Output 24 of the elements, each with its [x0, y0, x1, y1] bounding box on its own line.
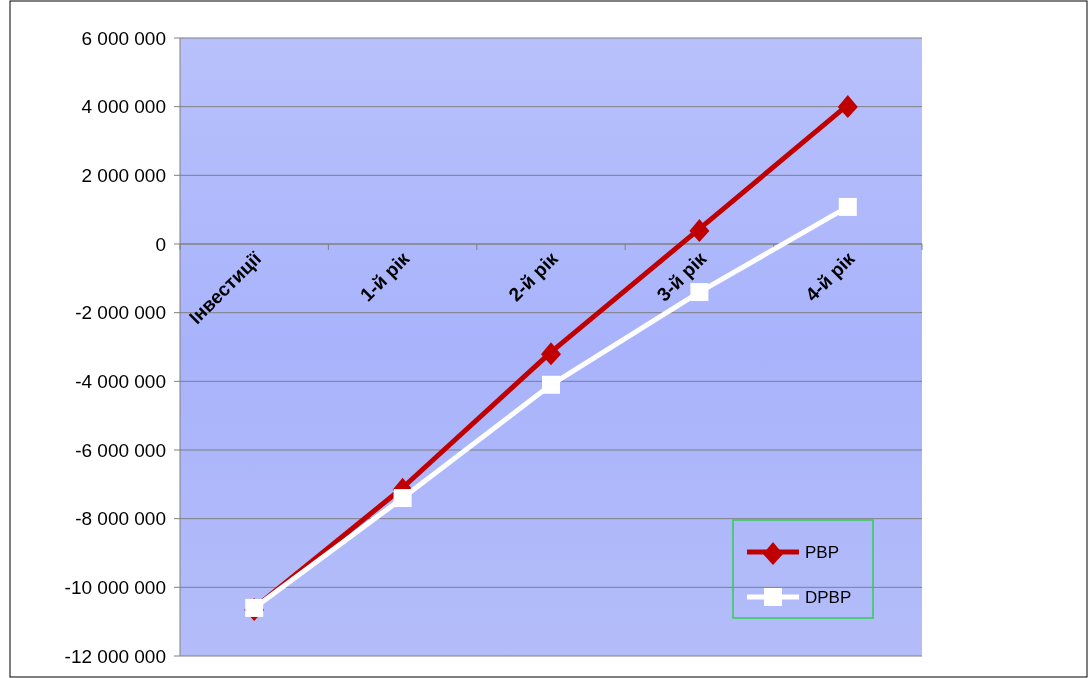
- x-tick-label: 2-й рік: [504, 247, 563, 306]
- point: [542, 375, 560, 394]
- point: [245, 598, 264, 617]
- y-tick-label: -10 000 000: [64, 576, 166, 598]
- point: [541, 342, 561, 366]
- y-tick-label: -4 000 000: [75, 370, 166, 392]
- y-tick-label: -8 000 000: [75, 508, 166, 530]
- point: [689, 218, 710, 242]
- y-tick-label: -2 000 000: [75, 302, 166, 324]
- x-tick-label: 3-й рік: [652, 247, 711, 306]
- y-tick-label: 4 000 000: [81, 96, 166, 118]
- y-tick-label: -6 000 000: [75, 439, 166, 461]
- legend-label: DPBP: [805, 587, 852, 607]
- point: [690, 283, 709, 302]
- y-tick-label: 0: [155, 233, 166, 255]
- point: [837, 94, 858, 118]
- y-tick-label: 6 000 000: [81, 27, 166, 49]
- y-tick-label: -12 000 000: [64, 645, 166, 667]
- point: [838, 197, 857, 216]
- x-tick-label: 1-й рік: [355, 247, 414, 306]
- x-tick-label: 4-й рік: [801, 247, 859, 306]
- legend-label: PBP: [805, 542, 840, 562]
- y-tick-label: 2 000 000: [81, 164, 166, 186]
- point: [393, 489, 412, 508]
